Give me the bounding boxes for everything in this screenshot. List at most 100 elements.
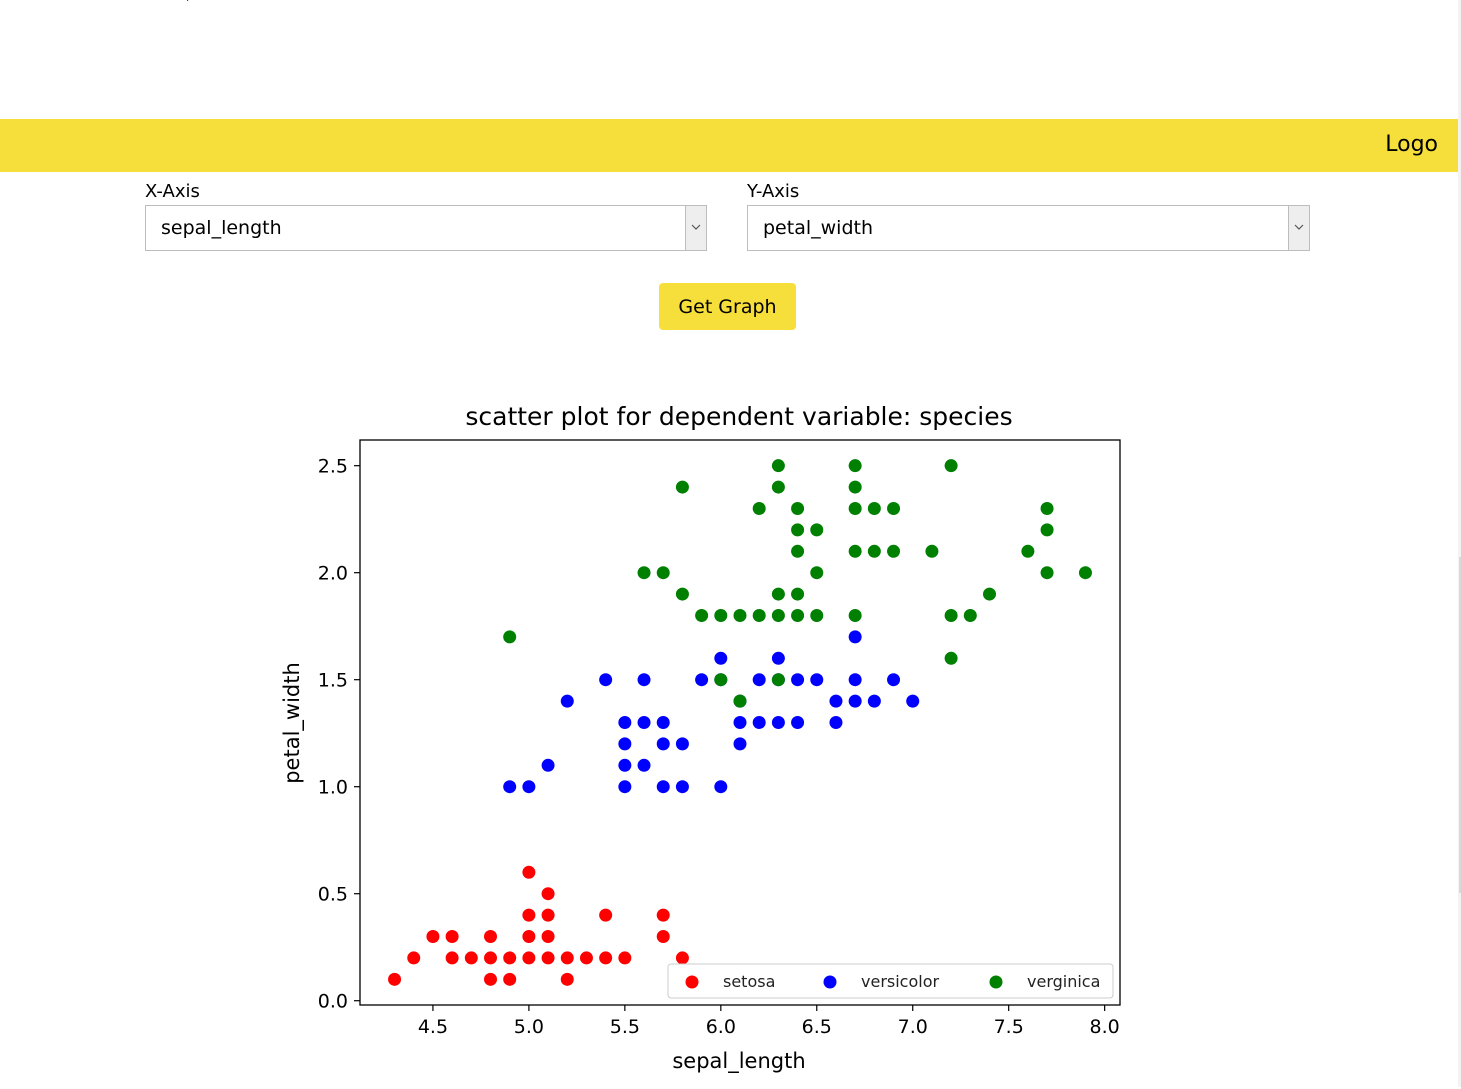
y-axis-label: Y-Axis (747, 181, 800, 202)
data-point-setosa (522, 951, 536, 965)
y-axis-title: petal_width (280, 662, 305, 784)
x-tick-label: 5.5 (610, 1016, 640, 1038)
legend-label-verginica: verginica (1027, 972, 1100, 991)
data-point-setosa (445, 951, 459, 965)
y-axis-selected-value: petal_width (763, 217, 873, 239)
data-point-versicolor (791, 716, 805, 729)
data-point-versicolor (656, 737, 670, 751)
top-edge-mark: · (186, 0, 190, 7)
x-axis-dropdown-button[interactable] (685, 206, 706, 250)
data-point-verginica (675, 587, 689, 601)
data-point-versicolor (714, 780, 728, 794)
data-point-setosa (388, 972, 402, 986)
data-point-verginica (714, 673, 728, 687)
data-point-versicolor (637, 673, 651, 687)
data-point-setosa (599, 908, 613, 922)
x-axis-label: X-Axis (145, 181, 200, 202)
data-point-setosa (407, 951, 421, 965)
data-point-verginica (1021, 544, 1035, 558)
data-point-versicolor (637, 716, 651, 729)
data-point-versicolor (675, 737, 689, 751)
data-point-verginica (752, 501, 766, 515)
data-point-verginica (1040, 523, 1054, 537)
data-point-setosa (484, 951, 498, 965)
x-tick-label: 6.0 (706, 1016, 736, 1038)
data-point-versicolor (887, 673, 901, 687)
data-point-verginica (714, 608, 728, 622)
data-point-versicolor (618, 737, 632, 751)
data-point-versicolor (714, 651, 728, 665)
data-point-verginica (695, 608, 709, 622)
x-axis-selected-value: sepal_length (161, 217, 282, 239)
data-point-setosa (541, 930, 555, 944)
x-tick-label: 8.0 (1090, 1016, 1120, 1038)
data-point-verginica (637, 566, 651, 580)
data-point-versicolor (656, 780, 670, 794)
data-point-setosa (541, 887, 555, 901)
data-point-verginica (982, 587, 996, 601)
scrollbar-track[interactable] (1458, 0, 1461, 1087)
data-point-setosa (522, 930, 536, 944)
data-point-setosa (503, 951, 517, 965)
data-point-verginica (848, 501, 862, 515)
data-point-verginica (791, 587, 805, 601)
data-point-verginica (1078, 566, 1092, 580)
data-point-verginica (771, 459, 785, 473)
x-axis-select[interactable]: sepal_length (145, 205, 707, 251)
data-point-setosa (522, 865, 536, 879)
data-point-versicolor (675, 780, 689, 794)
data-point-versicolor (829, 694, 843, 708)
legend-label-versicolor: versicolor (861, 972, 939, 991)
scrollbar-thumb[interactable] (1459, 557, 1461, 893)
data-point-verginica (771, 480, 785, 494)
chevron-down-icon (691, 224, 701, 230)
data-point-verginica (867, 501, 881, 515)
logo[interactable]: Logo (1385, 132, 1438, 157)
data-point-setosa (484, 972, 498, 986)
data-point-versicolor (618, 780, 632, 794)
data-point-verginica (848, 544, 862, 558)
data-point-setosa (541, 908, 555, 922)
data-point-versicolor (618, 716, 632, 729)
data-point-versicolor (848, 673, 862, 687)
data-point-setosa (618, 951, 632, 965)
data-point-verginica (810, 566, 824, 580)
data-point-versicolor (752, 716, 766, 729)
data-point-verginica (503, 630, 517, 644)
data-point-verginica (925, 544, 939, 558)
data-point-verginica (771, 608, 785, 622)
data-point-setosa (522, 908, 536, 922)
data-point-versicolor (771, 716, 785, 729)
data-point-versicolor (656, 716, 670, 729)
data-point-setosa (656, 908, 670, 922)
data-point-setosa (675, 951, 689, 965)
y-tick-label: 0.5 (318, 884, 348, 906)
y-axis-select[interactable]: petal_width (747, 205, 1310, 251)
data-point-verginica (733, 694, 747, 708)
legend-marker-setosa (685, 975, 699, 989)
chevron-down-icon (1294, 224, 1304, 230)
x-tick-label: 7.0 (898, 1016, 928, 1038)
legend: setosa versicolor verginica (667, 963, 1114, 999)
plot-frame (359, 439, 1121, 1006)
data-point-verginica (963, 608, 977, 622)
x-tick-label: 7.5 (994, 1016, 1024, 1038)
data-point-verginica (791, 501, 805, 515)
data-point-verginica (791, 608, 805, 622)
data-point-verginica (771, 587, 785, 601)
y-axis-dropdown-button[interactable] (1288, 206, 1309, 250)
legend-marker-versicolor (823, 975, 837, 989)
data-point-versicolor (503, 780, 517, 794)
data-point-versicolor (618, 758, 632, 772)
data-point-verginica (810, 523, 824, 537)
get-graph-button[interactable]: Get Graph (659, 283, 796, 330)
data-point-verginica (887, 544, 901, 558)
data-point-versicolor (848, 630, 862, 644)
data-point-verginica (771, 673, 785, 687)
data-point-versicolor (599, 673, 613, 687)
data-point-versicolor (541, 758, 555, 772)
y-tick-label: 0.0 (318, 991, 348, 1013)
y-tick-label: 2.5 (318, 456, 348, 478)
data-point-versicolor (771, 651, 785, 665)
data-point-versicolor (829, 716, 843, 729)
